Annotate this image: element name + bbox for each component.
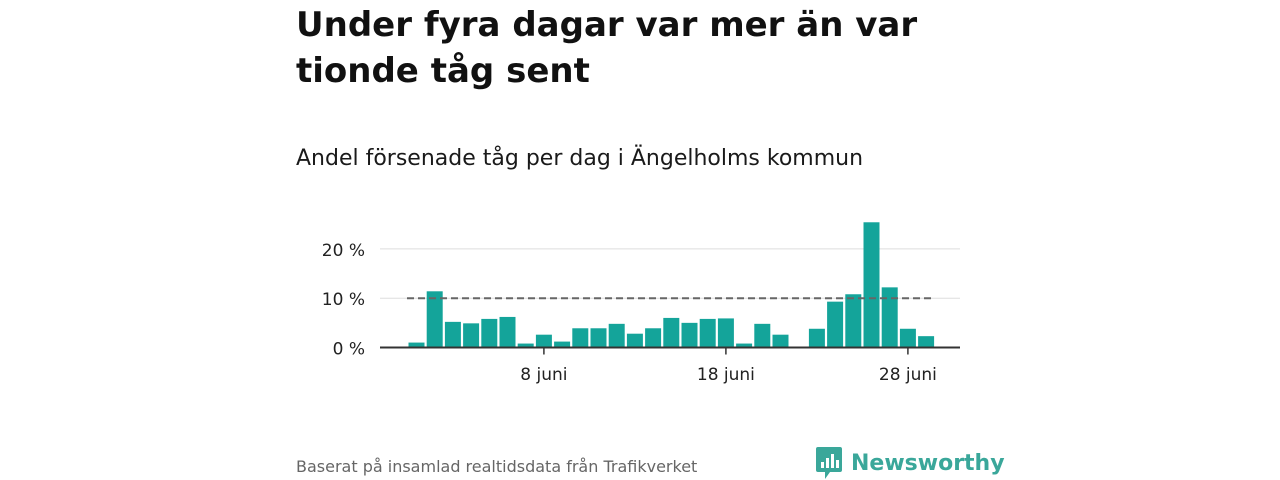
source-note: Baserat på insamlad realtidsdata från Tr…	[296, 457, 698, 476]
bar	[408, 342, 425, 348]
chart-title: Under fyra dagar var mer än var tionde t…	[296, 5, 918, 91]
bar	[772, 334, 789, 348]
bar	[699, 318, 716, 348]
bar	[736, 343, 753, 348]
bar	[481, 318, 498, 348]
x-tick-label: 18 juni	[697, 365, 755, 385]
chart-subtitle: Andel försenade tåg per dag i Ängelholms…	[296, 146, 864, 171]
bar-chart: 0 % 10 % 20 % 8 juni 18 juni 28 juni	[322, 222, 960, 385]
y-tick-label: 0 %	[333, 340, 365, 360]
bar	[554, 341, 571, 348]
y-tick-label: 20 %	[322, 241, 365, 261]
newsworthy-logo-icon	[816, 447, 842, 479]
bar	[754, 323, 771, 348]
bar	[845, 294, 862, 348]
x-tick-label: 8 juni	[520, 365, 567, 385]
y-tick-label: 10 %	[322, 290, 365, 310]
x-tick-label: 28 juni	[879, 365, 937, 385]
bar	[808, 328, 825, 348]
bar	[517, 343, 534, 348]
bar	[590, 328, 607, 348]
bar	[899, 328, 916, 348]
bar	[645, 328, 662, 348]
bar	[863, 222, 880, 348]
bar	[717, 318, 734, 348]
bar	[918, 336, 935, 348]
bar	[572, 328, 589, 348]
bar	[535, 334, 552, 348]
bar	[444, 321, 461, 348]
brand-name: Newsworthy	[851, 450, 1005, 476]
bar	[881, 287, 898, 348]
bar	[827, 301, 844, 348]
bar	[626, 333, 643, 348]
bar	[499, 316, 516, 348]
bar	[663, 317, 680, 348]
bar	[426, 291, 443, 348]
brand-logo: Newsworthy	[815, 446, 1005, 480]
bar	[608, 323, 625, 348]
bar	[463, 323, 480, 348]
bar	[681, 322, 698, 348]
